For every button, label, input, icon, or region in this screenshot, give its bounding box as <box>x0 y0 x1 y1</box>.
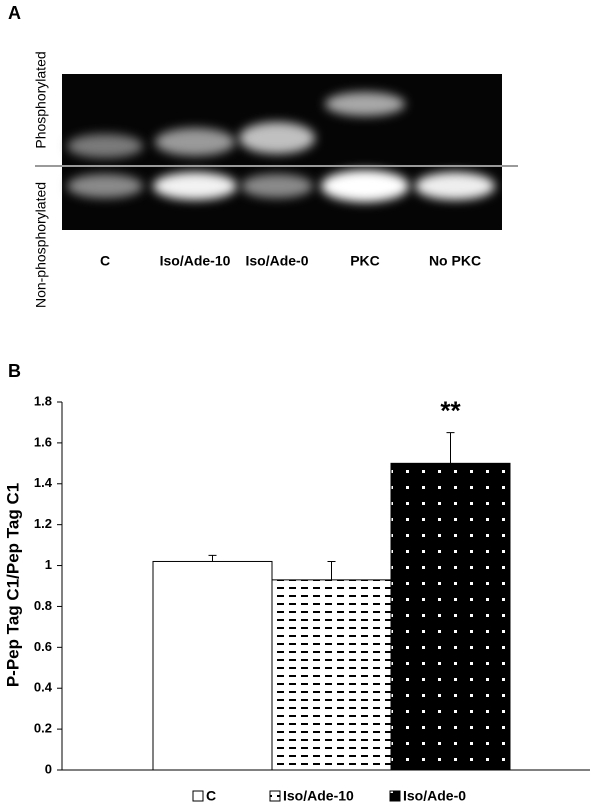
y-tick-label: 1.4 <box>34 475 53 490</box>
legend-swatch <box>192 790 204 802</box>
error-bar <box>327 560 336 580</box>
lane-label: Iso/Ade-0 <box>245 253 308 269</box>
bar <box>271 579 392 771</box>
legend-label: Iso/Ade-10 <box>283 788 354 804</box>
y-tick-label: 1.6 <box>34 434 52 449</box>
side-label: Phosphorylated <box>33 51 49 148</box>
error-bar <box>208 554 217 562</box>
bar <box>152 560 273 771</box>
legend-swatch <box>269 790 281 802</box>
panel-label: B <box>8 361 21 381</box>
y-tick-label: 0.8 <box>34 598 52 613</box>
y-tick-label: 1.8 <box>34 393 52 408</box>
y-tick-label: 0 <box>45 761 52 776</box>
y-axis-label: P-Pep Tag C1/Pep Tag C1 <box>3 483 22 687</box>
legend-label: C <box>206 788 216 804</box>
y-tick-label: 0.4 <box>34 680 53 695</box>
y-tick-label: 1 <box>45 557 52 572</box>
legend-swatch <box>389 790 401 802</box>
lane-label: C <box>100 253 110 269</box>
lane-label: Iso/Ade-10 <box>160 253 231 269</box>
gel <box>35 74 518 230</box>
error-bar <box>446 432 455 464</box>
annotation: ** <box>440 396 461 426</box>
y-tick-label: 0.2 <box>34 721 52 736</box>
side-label: Non-phosphorylated <box>33 182 49 308</box>
y-tick-label: 0.6 <box>34 639 52 654</box>
panel-label: A <box>8 3 21 23</box>
lane-label: PKC <box>350 253 380 269</box>
lane-label: No PKC <box>429 253 481 269</box>
y-tick-label: 1.2 <box>34 516 52 531</box>
legend-label: Iso/Ade-0 <box>403 788 466 804</box>
bar <box>390 462 511 771</box>
